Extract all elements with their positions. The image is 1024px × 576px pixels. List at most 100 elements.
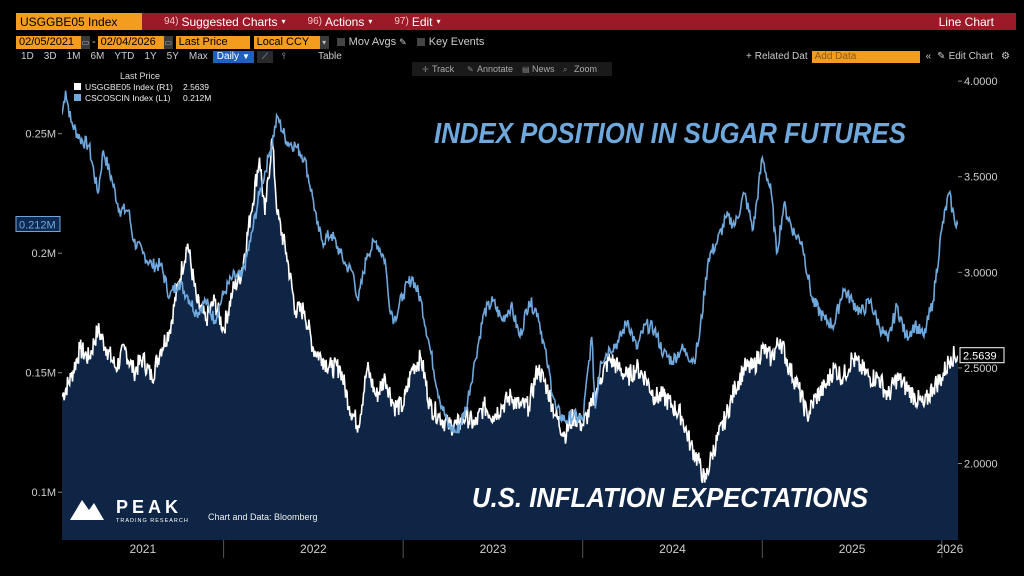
left-last-value-label: 0.212M	[19, 220, 56, 232]
left-tick-label: 0.25M	[25, 129, 56, 141]
caret-down-icon: ▾	[436, 17, 441, 26]
period-3d[interactable]: 3D	[43, 51, 57, 62]
legend-value-usggbe05: 2.5639	[183, 82, 209, 92]
mountain-icon	[70, 500, 104, 520]
zoom-icon[interactable]: ⌕	[563, 65, 567, 74]
tool-news[interactable]: News	[532, 64, 555, 74]
tool-track[interactable]: Track	[432, 64, 455, 74]
right-last-value-label: 2.5639	[963, 351, 997, 363]
menu-label: Suggested Charts	[181, 14, 278, 29]
plus-icon: +	[745, 51, 752, 62]
news-icon[interactable]: ▤	[522, 65, 530, 74]
chevron-down-icon[interactable]: ▾	[319, 35, 329, 49]
chart-subtitle: U.S. INFLATION EXPECTATIONS	[472, 482, 868, 513]
period-1d[interactable]: 1D	[21, 51, 34, 62]
menu-label: Edit	[411, 14, 433, 29]
x-tick-label: 2022	[300, 542, 327, 556]
caret-down-icon: ▼	[242, 52, 250, 61]
legend: Last Price USGGBE05 Index (R1) 2.5639 CS…	[74, 71, 211, 103]
currency-select[interactable]: Local CCY	[253, 35, 320, 49]
period-max[interactable]: Max	[188, 51, 208, 62]
mov-avgs-label: Mov Avgs	[348, 36, 397, 48]
inflation-area-fill	[62, 138, 958, 540]
left-tick-label: 0.1M	[32, 487, 56, 499]
legend-series-usggbe05: USGGBE05 Index (R1)	[85, 82, 173, 92]
x-tick-label: 2021	[129, 542, 156, 556]
calendar-icon[interactable]: ▭	[81, 35, 90, 49]
edit-chart-button[interactable]: ✎ Edit Chart	[937, 51, 993, 62]
collapse-icon[interactable]: «	[925, 51, 932, 62]
end-date-input[interactable]: 02/04/2026	[97, 35, 164, 49]
pencil-icon: ✎	[937, 51, 946, 62]
security-input[interactable]: USGGBE05 Index	[16, 13, 142, 30]
peak-logo: PEAK TRADING RESEARCH	[70, 497, 189, 524]
gear-icon[interactable]: ⚙	[1001, 51, 1010, 62]
annotate-icon[interactable]: ✎	[467, 65, 474, 74]
right-last-value-flag	[959, 347, 1005, 364]
key-events-toggle[interactable]: Key Events	[416, 36, 485, 48]
frequency-select[interactable]: Daily ▼	[212, 50, 254, 63]
candle-icon[interactable]: ⫯	[281, 51, 286, 61]
legend-series-cscoscin: CSCOSCIN Index (L1)	[85, 93, 171, 103]
checkbox-icon	[336, 38, 345, 46]
left-tick-label: 0.15M	[25, 368, 56, 380]
brand-tagline: TRADING RESEARCH	[116, 518, 189, 524]
x-tick-label: 2026	[937, 542, 964, 556]
legend-header: Last Price	[120, 71, 160, 81]
legend-swatch-usggbe05	[74, 83, 81, 90]
x-tick-label: 2025	[839, 542, 866, 556]
title-bar: USGGBE05 Index 94) Suggested Charts ▾ 96…	[16, 13, 1016, 30]
caret-down-icon: ▾	[368, 17, 373, 26]
source-note: Chart and Data: Bloomberg	[208, 512, 318, 522]
caret-down-icon: ▾	[281, 17, 286, 26]
start-date-input[interactable]: 02/05/2021	[16, 35, 81, 49]
frequency-label: Daily	[216, 51, 240, 62]
chart-type-label: Line Chart	[938, 14, 994, 29]
chart-tools: ✛ Track ✎ Annotate ▤ News ⌕ Zoom	[412, 62, 612, 76]
chart-title: INDEX POSITION IN SUGAR FUTURES	[434, 118, 907, 150]
series-line-usggbe05	[62, 138, 958, 484]
period-ytd[interactable]: YTD	[114, 51, 135, 62]
series-line-cscoscin	[62, 90, 958, 434]
mov-avgs-toggle[interactable]: Mov Avgs ✎	[336, 36, 407, 48]
left-tick-label: 0.2M	[32, 248, 56, 260]
date-separator: -	[92, 36, 96, 48]
track-icon[interactable]: ✛	[422, 65, 429, 74]
period-5y[interactable]: 5Y	[166, 51, 179, 62]
period-6m[interactable]: 6M	[90, 51, 105, 62]
left-last-value-flag	[15, 216, 61, 233]
related-data-control[interactable]: + Related Dat	[746, 51, 808, 62]
period-bar: 1D 3D 1M 6M YTD 1Y 5Y Max Daily ▼ ⟋ ⫯ Ta…	[16, 50, 1016, 63]
legend-swatch-cscoscin	[74, 94, 81, 101]
menu-number: 96)	[307, 16, 322, 27]
key-events-label: Key Events	[428, 36, 485, 48]
tool-annotate[interactable]: Annotate	[477, 64, 513, 74]
x-tick-label: 2024	[659, 542, 686, 556]
checkbox-icon	[416, 38, 425, 46]
tool-zoom[interactable]: Zoom	[574, 64, 597, 74]
date-range-bar: 02/05/2021 ▭ - 02/04/2026 ▭ Last Price L…	[16, 35, 1016, 49]
right-tick-label: 2.0000	[964, 459, 998, 471]
menu-number: 94)	[164, 16, 179, 27]
edit-menu[interactable]: 97) Edit ▾	[394, 15, 440, 29]
actions-menu[interactable]: 96) Actions ▾	[308, 15, 373, 29]
calendar-icon[interactable]: ▭	[163, 35, 173, 49]
related-data-label: Related Dat	[754, 51, 808, 62]
line-chart-icon[interactable]: ⟋	[256, 50, 273, 63]
price-type-select[interactable]: Last Price	[175, 35, 250, 49]
plot-area	[62, 90, 958, 540]
legend-value-cscoscin: 0.212M	[183, 93, 211, 103]
axes: 0.1M 0.15M 0.2M 0.25M 2.0000 2.5000 3.0000 3.50…	[15, 76, 1005, 558]
right-tick-label: 2.5000	[964, 363, 998, 375]
right-tick-label: 3.0000	[964, 267, 998, 279]
table-button[interactable]: Table	[317, 51, 342, 62]
brand-name: PEAK	[116, 497, 182, 517]
suggested-charts-menu[interactable]: 94) Suggested Charts ▾	[164, 15, 286, 29]
right-tick-label: 4.0000	[964, 76, 998, 88]
period-1m[interactable]: 1M	[66, 51, 81, 62]
edit-chart-label: Edit Chart	[948, 51, 994, 62]
period-1y[interactable]: 1Y	[144, 51, 157, 62]
add-data-input[interactable]: Add Data	[811, 50, 920, 63]
menu-number: 97)	[394, 16, 409, 27]
